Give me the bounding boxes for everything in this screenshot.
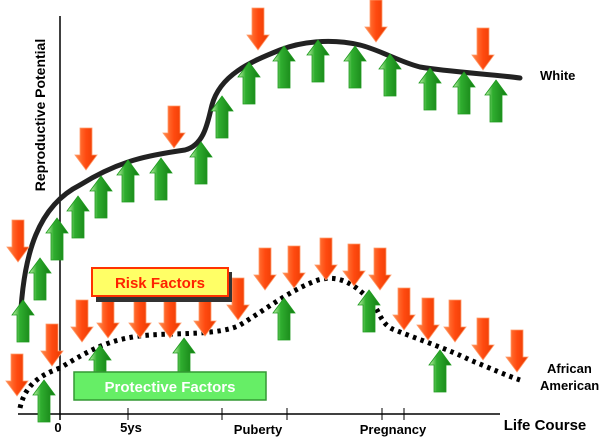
risk-arrow (282, 245, 306, 289)
protective-arrow (66, 195, 90, 239)
risk-factors-box (91, 267, 229, 297)
protective-arrow (89, 175, 113, 219)
protective-arrow (32, 379, 56, 423)
protective-arrow (28, 257, 52, 301)
protective-arrow (45, 217, 69, 261)
risk-arrow (392, 287, 416, 331)
protective-factors-legend: Protective Factors (73, 371, 267, 401)
risk-arrow (416, 297, 440, 341)
risk-arrow (368, 247, 392, 291)
risk-arrow (96, 295, 120, 339)
protective-arrows (11, 39, 508, 423)
x-axis-ticks (59, 408, 405, 420)
risk-factors-legend: Risk Factors (91, 267, 232, 302)
protective-arrow (189, 141, 213, 185)
protective-arrow (237, 61, 261, 105)
risk-arrow (5, 353, 29, 397)
white-curve (17, 38, 523, 333)
protective-arrow (484, 79, 508, 123)
protective-arrow (149, 157, 173, 201)
protective-arrow (418, 67, 442, 111)
risk-arrow (40, 323, 64, 367)
protective-factors-label: Protective Factors (105, 379, 236, 396)
series-label-american: American (540, 378, 599, 393)
protective-arrow (210, 95, 234, 139)
x-axis-label: Life Course (504, 417, 587, 434)
tick-label-puberty: Puberty (234, 422, 283, 437)
risk-arrow (162, 105, 186, 149)
risk-arrow (471, 27, 495, 71)
risk-arrow (364, 0, 388, 43)
protective-arrow (357, 289, 381, 333)
risk-arrow (314, 237, 338, 281)
tick-label-0: 0 (54, 420, 61, 435)
risk-arrow (471, 317, 495, 361)
protective-arrow (452, 71, 476, 115)
risk-arrow (253, 247, 277, 291)
risk-arrow (74, 127, 98, 171)
risk-arrow (246, 7, 270, 51)
protective-factors-box (73, 371, 267, 401)
tick-label-5ys: 5ys (120, 420, 142, 435)
tick-label-pregnancy: Pregnancy (360, 422, 427, 437)
risk-factors-label: Risk Factors (115, 275, 205, 292)
series-label-white: White (540, 68, 575, 83)
protective-arrow (306, 39, 330, 83)
risk-arrow (342, 243, 366, 287)
protective-arrow (343, 45, 367, 89)
y-axis-label: Reproductive Potential (32, 39, 48, 191)
risk-arrows (5, 0, 529, 397)
protective-arrow (272, 297, 296, 341)
protective-arrow (11, 299, 35, 343)
protective-arrow (378, 53, 402, 97)
protective-arrow (428, 349, 452, 393)
risk-arrow (6, 219, 30, 263)
risk-arrow (443, 299, 467, 343)
risk-arrow (226, 277, 250, 321)
risk-arrow (505, 329, 529, 373)
risk-arrow (70, 299, 94, 343)
series-label-african: African (547, 361, 592, 376)
risk-arrow (128, 295, 152, 339)
protective-arrow (272, 45, 296, 89)
protective-arrow (116, 159, 140, 203)
